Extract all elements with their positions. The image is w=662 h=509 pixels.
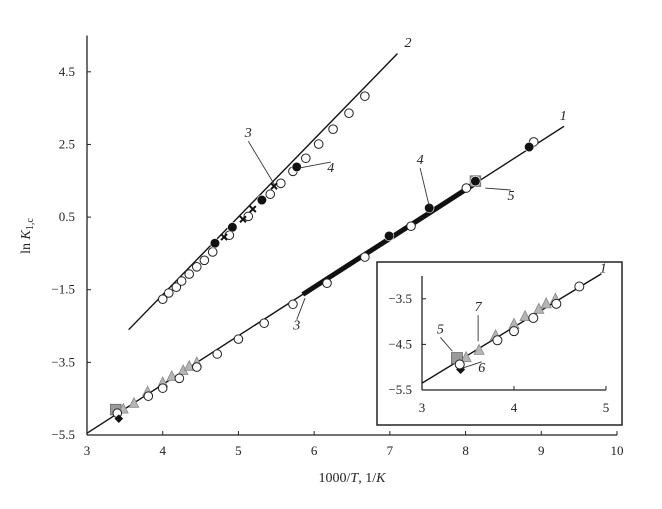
cross-marker [220, 233, 228, 241]
triangle-marker [473, 343, 485, 355]
x-tick-label: 8 [462, 443, 469, 458]
x-tick-label: 5 [235, 443, 242, 458]
x-tick-label: 9 [538, 443, 545, 458]
annotation-label: 2 [405, 36, 412, 51]
x-tick-label: 5 [603, 400, 610, 415]
annotation-label: 1 [560, 109, 567, 124]
open-circle-marker [191, 362, 202, 372]
cross-marker [239, 215, 247, 223]
y-tick-label: −5.5 [51, 427, 75, 442]
x-tick-label: 7 [387, 443, 394, 458]
filled-circle-marker [209, 238, 221, 249]
open-circle-marker [574, 281, 585, 292]
annotation-leader [296, 297, 306, 320]
open-circle-marker [461, 183, 472, 193]
open-circle-marker [163, 288, 174, 298]
open-circle-marker [207, 247, 218, 257]
triangle-marker [460, 350, 472, 363]
open-circle-marker [265, 189, 276, 200]
open-circle-marker [551, 298, 562, 309]
open-circle-marker [360, 252, 370, 262]
filled-circle-marker [524, 141, 535, 153]
annotation-label: 7 [475, 300, 483, 315]
annotation-leader [247, 140, 276, 186]
open-circle-marker [454, 359, 465, 370]
x-axis-label: 1000/T, 1/K [319, 471, 387, 486]
open-circle-marker [276, 178, 286, 189]
open-circle-marker [199, 255, 210, 266]
open-circle-marker [360, 91, 370, 101]
annotation-label: 4 [417, 153, 424, 168]
x-tick-label: 3 [84, 443, 91, 458]
open-circle-marker [157, 383, 168, 393]
triangle-marker [166, 369, 178, 381]
y-tick-label: 0.5 [59, 209, 75, 224]
open-circle-marker [191, 262, 202, 272]
annotation-leader [462, 361, 482, 369]
triangle-marker [540, 296, 552, 309]
open-circle-marker [492, 335, 503, 346]
open-circle-marker [344, 108, 354, 119]
y-tick-label: −5.5 [388, 382, 412, 397]
annotation-leader [298, 161, 331, 169]
open-circle-marker [328, 124, 338, 135]
filled-circle-marker [384, 230, 395, 242]
open-circle-marker [288, 299, 298, 310]
filled-circle-marker [291, 161, 302, 173]
open-circle-marker [171, 282, 182, 292]
open-circle-marker [259, 318, 269, 328]
filled-circle-marker [256, 194, 268, 206]
open-circle-marker [174, 373, 185, 384]
x-tick-label: 4 [159, 443, 166, 458]
y-tick-label: −4.5 [388, 336, 412, 351]
triangle-marker [533, 302, 545, 314]
y-tick-label: 4.5 [59, 64, 75, 79]
y-tick-label: −1.5 [51, 282, 75, 297]
triangle-marker [128, 396, 140, 408]
annotation-label: 5 [508, 189, 515, 204]
open-circle-marker [301, 153, 311, 164]
x-tick-label: 10 [611, 443, 624, 458]
x-tick-label: 3 [419, 400, 426, 415]
inset-plot: 3 4 5 −3.5 −4.5 −5.5 1 7 5 6 [388, 261, 609, 415]
annotation-label: 1 [600, 261, 607, 276]
annotation-label: 5 [437, 322, 444, 337]
annotation-label: 6 [478, 361, 485, 376]
filled-circle-marker [227, 222, 238, 233]
y-tick-label: −3.5 [388, 291, 412, 306]
filled-circle-marker [470, 176, 481, 187]
open-circle-marker [406, 221, 416, 231]
triangle-marker [183, 359, 195, 371]
main-plot: 3 4 5 6 7 8 9 10 4.5 2.5 0.5 −1.5 −3.5 −5.5 2 1 3 4 4 5 3 [51, 35, 624, 458]
cross-marker [249, 205, 257, 213]
open-circle-marker [157, 294, 168, 304]
open-circle-marker [243, 211, 254, 222]
open-circle-marker [528, 312, 539, 323]
filled-circle-marker [424, 202, 435, 214]
open-circle-marker [313, 139, 324, 149]
annotation-label: 3 [292, 319, 300, 334]
annotation-leader [440, 337, 453, 352]
annotation-label: 3 [244, 126, 252, 141]
annotation-label: 4 [327, 161, 334, 176]
annotation-leader [485, 187, 512, 191]
open-circle-marker [322, 278, 332, 288]
open-circle-marker [212, 349, 223, 359]
y-axis-label: ln K1,c [19, 218, 36, 254]
y-tick-label: −3.5 [51, 354, 75, 369]
diamond-marker [114, 414, 124, 423]
open-circle-marker [184, 269, 195, 279]
annotation-leader [419, 167, 430, 207]
open-circle-marker [233, 334, 244, 344]
cross-marker [270, 182, 278, 190]
triangle-marker [519, 309, 531, 322]
open-circle-marker [509, 326, 519, 337]
x-tick-label: 6 [311, 443, 318, 458]
y-tick-label: 2.5 [59, 136, 75, 151]
open-circle-marker [143, 391, 154, 401]
x-tick-label: 4 [511, 400, 518, 415]
open-circle-marker [176, 276, 187, 286]
